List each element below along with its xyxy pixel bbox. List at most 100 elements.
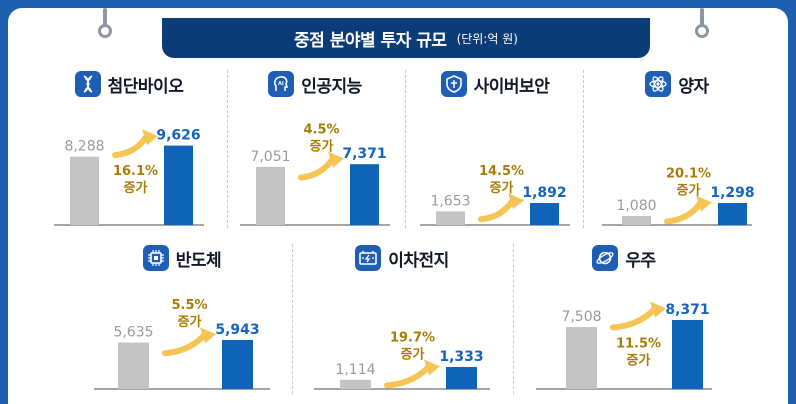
growth-percent: 5.5% [171,298,207,313]
binder-ring-right [695,8,709,38]
panel-title: 사이버보안 [473,76,550,97]
panel-divider [583,70,584,228]
bar-after [222,339,253,389]
bar-before [340,379,371,389]
unit-label: (단위:억 원) [456,31,518,46]
panel-header: 반도체 [94,244,270,272]
growth-percent: 20.1% [666,167,711,182]
growth-word: 증가 [627,353,651,368]
growth-arrow [384,364,431,389]
bar-before [256,166,285,225]
value-label-after: 8,371 [665,302,709,318]
panel-bio: 첨단바이오 8,288 9,626 16.1% 증가 [54,70,204,230]
atom-icon [645,71,672,97]
value-label-before: 7,051 [250,149,290,165]
value-label-before: 7,508 [561,309,601,325]
growth-arrow-head [508,193,524,210]
growth-percent: 16.1% [113,164,158,179]
value-label-before: 1,653 [430,193,470,209]
value-label-before: 5,635 [113,325,153,341]
growth-word: 증가 [310,140,334,155]
value-label-after: 1,892 [522,185,566,201]
growth-percent: 11.5% [616,336,661,351]
ai-head-icon: AI [268,71,295,97]
growth-percent: 14.5% [479,164,524,179]
growth-percent: 19.7% [390,330,435,345]
growth-word: 증가 [490,181,514,196]
growth-arrow-head [200,327,216,344]
value-label-before: 1,114 [335,362,375,378]
panel-title: 이차전지 [388,250,449,271]
panel-header: 사이버보안 [420,70,570,98]
panel-header: 우주 [536,244,712,272]
growth-arrow-head [650,301,666,318]
growth-arrow [298,156,335,181]
bar-after [350,164,379,225]
panel-cybersecurity: 사이버보안 1,653 1,892 14.5% 증가 [420,70,570,230]
panel-semiconductor: 반도체 5,635 5,943 5.5% 증가 [94,244,270,394]
panel-divider [513,244,514,394]
bar-chart: 1,653 1,892 14.5% 증가 [420,164,570,226]
dna-icon [74,71,101,97]
panel-header: 양자 [602,70,752,98]
growth-arrow-head [142,129,158,146]
panel-quantum: 양자 1,080 1,298 20.1% 증가 [602,70,755,230]
bar-after [446,367,477,389]
panel-space: 우주 7,508 8,371 11.5% 증가 [536,244,712,394]
value-label-after: 1,298 [710,185,754,201]
panel-header: 이차전지 [314,244,490,272]
value-label-after: 5,943 [215,322,259,338]
value-label-after: 7,371 [342,146,386,162]
growth-word: 증가 [124,181,148,196]
bar-chart: 8,288 9,626 16.1% 증가 [54,128,204,226]
bar-before [436,211,465,225]
bar-chart: 5,635 5,943 5.5% 증가 [94,298,270,390]
bar-before [566,327,597,389]
panel-title: 반도체 [175,250,222,271]
bar-after [718,203,747,225]
panel-divider [292,244,293,394]
bar-after [164,145,193,225]
bar-after [530,203,559,225]
bar-chart: 7,508 8,371 11.5% 증가 [536,301,712,390]
growth-word: 증가 [178,315,202,330]
panel-divider [227,70,228,228]
planet-icon [592,245,619,271]
growth-arrow [478,198,515,223]
value-label-before: 8,288 [64,139,104,155]
panel-header: AI 인공지능 [240,70,390,98]
title-banner: 중점 분야별 투자 규모 (단위:억 원) [162,18,650,58]
chart-title: 중점 분야별 투자 규모 [294,30,447,51]
svg-text:AI: AI [278,81,284,87]
panel-divider [405,70,406,228]
battery-icon [355,245,382,271]
binder-ring-left [98,8,112,38]
growth-arrow-head [696,195,712,212]
bar-chart: 1,080 1,298 20.1% 증가 [602,167,755,226]
value-label-after: 1,333 [439,349,483,365]
infographic-board: 중점 분야별 투자 규모 (단위:억 원) 첨단바이오 8,288 9,626 16… [8,8,788,404]
growth-arrow [664,200,703,225]
panel-title: 인공지능 [301,76,362,97]
panel-ai: AI 인공지능 7,051 7,371 4.5% 증가 [240,70,390,230]
panel-title: 양자 [678,76,709,97]
growth-percent: 4.5% [303,123,339,138]
chip-icon [142,245,169,271]
panel-battery: 이차전지 1,114 1,333 19.7% 증가 [314,244,490,394]
panel-title: 첨단바이오 [107,76,184,97]
growth-arrow [162,332,207,357]
shield-icon [440,71,467,97]
bar-chart: 1,114 1,333 19.7% 증가 [314,330,490,390]
bar-before [622,216,651,225]
panel-title: 우주 [625,250,656,271]
bar-after [672,319,703,389]
value-label-after: 9,626 [156,128,200,144]
panel-header: 첨단바이오 [54,70,204,98]
value-label-before: 1,080 [616,198,656,214]
bar-before [70,156,99,225]
growth-arrow-head [424,359,440,376]
growth-arrow [112,134,149,159]
bar-before [118,342,149,389]
growth-word: 증가 [677,184,701,199]
